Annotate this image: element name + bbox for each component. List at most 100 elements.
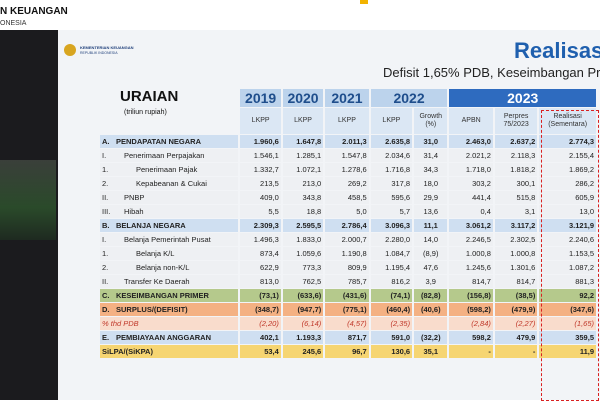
cell-value: 441,4 <box>472 193 491 202</box>
cell: (348,7) <box>240 303 281 316</box>
cell: 92,2 <box>539 289 596 302</box>
cell-value: 269,2 <box>347 179 367 188</box>
table-row: III. Hibah 5,5 18,8 5,0 5,7 13,6 0,4 3,1 13,0 <box>100 205 596 218</box>
cell: 479,9 <box>494 331 538 344</box>
cell-value: 343,8 <box>302 193 322 202</box>
year: 2022 <box>370 89 448 107</box>
cell-value: 130,6 <box>391 347 411 356</box>
row-code: I. <box>102 151 107 160</box>
cell: 2.637,2 <box>494 135 538 148</box>
cell-value: 2.637,2 <box>510 137 536 146</box>
column-header: APBN <box>449 108 493 134</box>
cell: 213,5 <box>240 177 281 190</box>
unit: (triliun rupiah) <box>124 109 167 116</box>
column-header: Perpres 75/2023 <box>494 108 538 134</box>
cell-value: 35,1 <box>423 347 439 356</box>
cell: 5,5 <box>240 205 281 218</box>
cell-value: 18,8 <box>306 207 322 216</box>
cell: (347,6) <box>539 303 596 316</box>
row-text: Belanja non-K/L <box>136 263 190 272</box>
cell: 2.635,8 <box>370 135 413 148</box>
cell: 2.240,6 <box>539 233 596 246</box>
cell <box>414 317 448 330</box>
cell-value: (82,8) <box>420 291 441 300</box>
row-label: II. PNBP <box>100 191 239 204</box>
cell: 402,1 <box>240 331 281 344</box>
row-label: 2. Belanja non-K/L <box>100 261 239 274</box>
cell: 598,2 <box>449 331 493 344</box>
row-label: 1. Belanja K/L <box>100 247 239 260</box>
cell: 1.716,8 <box>370 163 413 176</box>
cell: 18,8 <box>282 205 324 218</box>
cell-value: 2.463,0 <box>465 137 491 146</box>
cell: 31,4 <box>414 149 448 162</box>
cell-value: 479,9 <box>516 333 536 342</box>
cell-value: (1,65) <box>574 319 594 328</box>
cell-value: 409,0 <box>260 193 279 202</box>
cell-value: 34,3 <box>423 165 439 174</box>
cell-value: (32,2) <box>420 333 441 342</box>
cell: (2,35) <box>370 317 413 330</box>
cell: 269,2 <box>325 177 369 190</box>
cell: 1.278,6 <box>325 163 369 176</box>
cell-value: (431,6) <box>342 291 367 300</box>
column-header: Realisasi (Sementara) <box>539 108 596 134</box>
cell: 1.087,2 <box>539 261 596 274</box>
cell: 814,7 <box>449 275 493 288</box>
cell-value: 11,1 <box>423 221 438 230</box>
column-header: LKPP <box>325 108 369 134</box>
cell-value: 1.195,4 <box>385 263 411 272</box>
cell-value: (775,1) <box>342 305 367 314</box>
cell-value: 92,2 <box>579 291 594 300</box>
cell-value: 515,8 <box>516 193 536 202</box>
cell: 29,9 <box>414 191 448 204</box>
cell-value: - <box>532 347 536 356</box>
cell: 785,7 <box>325 275 369 288</box>
cell-value: (6,14) <box>301 319 322 328</box>
cell-value: 2.309,3 <box>253 221 279 230</box>
cell: 2.463,0 <box>449 135 493 148</box>
cell-value: 2.011,3 <box>342 137 367 146</box>
cell: (460,4) <box>370 303 413 316</box>
cell-value: 2.034,6 <box>385 151 411 160</box>
cell: 1.332,7 <box>240 163 281 176</box>
cell: 1.000,8 <box>449 247 493 260</box>
cell-value: 303,2 <box>472 179 491 188</box>
cell: 303,2 <box>449 177 493 190</box>
cell: 1.072,1 <box>282 163 324 176</box>
row-label: II. Transfer Ke Daerah <box>100 275 239 288</box>
cell-value: 2.118,3 <box>510 151 536 160</box>
row-code: 2. <box>102 263 109 272</box>
row-text: PEMBIAYAAN ANGGARAN <box>116 333 212 342</box>
cell: 11,9 <box>539 345 596 358</box>
cell: 35,1 <box>414 345 448 358</box>
column-header: Growth (%) <box>414 108 448 134</box>
row-label: C. KESEIMBANGAN PRIMER <box>100 289 239 302</box>
cell: (38,5) <box>494 289 538 302</box>
cell: 300,1 <box>494 177 538 190</box>
cell: (8,9) <box>414 247 448 260</box>
cell-value: 402,1 <box>260 333 279 342</box>
cell: 1.718,0 <box>449 163 493 176</box>
slide-subtitle: Defisit 1,65% PDB, Keseimbangan Prim <box>383 65 600 80</box>
cell: 213,0 <box>282 177 324 190</box>
cell: 409,0 <box>240 191 281 204</box>
year: 2023 <box>449 89 596 107</box>
cell: 1.301,6 <box>494 261 538 274</box>
budget-table: URAIAN (triliun rupiah) 2019 2020 2021 2022 20… <box>98 88 598 359</box>
cell-value: 31,0 <box>423 137 439 146</box>
cell-value: 3.096,3 <box>385 221 411 230</box>
cell-value: 1.547,8 <box>341 151 367 160</box>
cell: 359,5 <box>539 331 596 344</box>
cell-value: 1.285,1 <box>296 151 322 160</box>
cell-value: 245,6 <box>302 347 322 356</box>
cell-value: 14,0 <box>423 235 439 244</box>
cell: 3.117,2 <box>494 219 538 232</box>
cell-value: 286,2 <box>575 179 594 188</box>
cell: (947,7) <box>282 303 324 316</box>
cell-value: 29,9 <box>423 193 439 202</box>
row-code: D. <box>102 305 110 314</box>
cell-value: 2.000,7 <box>341 235 367 244</box>
cell: 1.833,0 <box>282 233 324 246</box>
